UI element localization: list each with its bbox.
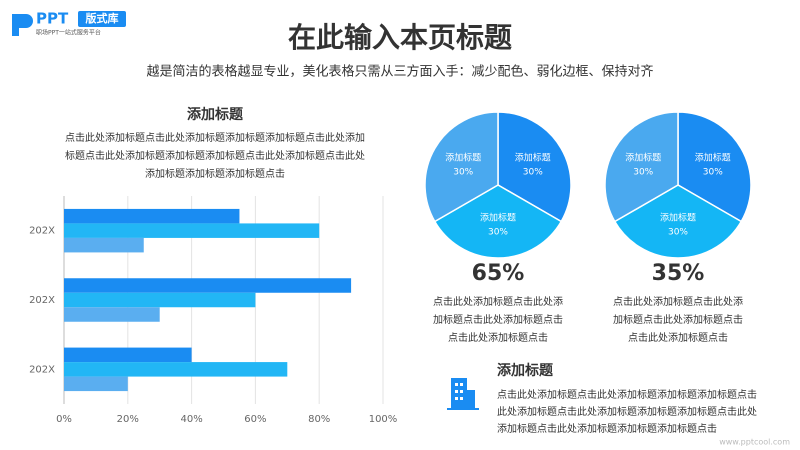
slice-label: 添加标题	[695, 151, 731, 163]
pie-caption: 点击此处添加标题点击此处添	[613, 295, 743, 308]
bar	[64, 278, 352, 293]
pie-slice	[604, 111, 679, 223]
logo-icon	[12, 14, 33, 36]
bar	[64, 362, 288, 377]
x-tick-label: 40%	[180, 414, 202, 425]
chart-title: 添加标题	[187, 106, 244, 123]
bar	[64, 208, 240, 224]
chart-text: 添加标题添加标题添加标题点击	[145, 167, 285, 180]
pie-slice	[677, 111, 752, 223]
logo-tag: 版式库	[86, 11, 119, 25]
slice-value: 30%	[488, 228, 508, 238]
pie-caption: 点击此处添加标题点击	[448, 331, 548, 344]
x-tick-label: 100%	[369, 414, 398, 425]
bar	[64, 292, 256, 308]
pie-caption: 点击此处添加标题点击此处添	[433, 295, 563, 308]
logo: PPT 版式库 职场PPT一站式服务平台	[12, 10, 126, 37]
subtitle: 越是简洁的表格越显专业，美化表格只需从三方面入手：减少配色、弱化边框、保持对齐	[146, 64, 653, 80]
bar	[64, 307, 160, 322]
bar	[64, 376, 128, 392]
watermark: www.pptcool.com	[719, 438, 790, 447]
pie-total: 65%	[472, 261, 525, 286]
pie-slice	[497, 111, 572, 223]
pie-slice	[424, 111, 499, 223]
note-line: 点击此处添加标题点击此处添加标题添加标题添加标题点击	[497, 388, 757, 401]
note-title: 添加标题	[497, 362, 554, 379]
note-line: 添加标题点击此处添加标题添加标题添加标题点击	[497, 422, 717, 435]
slice-value: 30%	[523, 167, 543, 177]
title: 在此输入本页标题	[288, 21, 512, 54]
note-icon	[447, 378, 479, 410]
x-tick-label: 20%	[117, 414, 139, 425]
slice-label: 添加标题	[480, 212, 516, 224]
slice-label: 添加标题	[625, 151, 661, 163]
logo-badge	[78, 11, 126, 27]
logo-sub: 职场PPT一站式服务平台	[36, 29, 101, 37]
slice-value: 30%	[668, 228, 688, 238]
pie-total: 35%	[652, 261, 705, 286]
slice-label: 添加标题	[515, 151, 551, 163]
pie-caption: 加标题点击此处添加标题点击	[433, 313, 563, 326]
pie-caption: 加标题点击此处添加标题点击	[613, 313, 743, 326]
x-tick-label: 60%	[244, 414, 266, 425]
slice-value: 30%	[703, 167, 723, 177]
x-tick-label: 80%	[308, 414, 330, 425]
y-tick-label: 202X	[29, 295, 55, 306]
logo-text: PPT	[36, 10, 69, 28]
note-line: 此处添加标题点击此处添加标题添加标题添加标题点击此处	[497, 405, 757, 418]
pie-caption: 点击此处添加标题点击	[628, 331, 728, 344]
bar	[64, 237, 144, 253]
slice-label: 添加标题	[660, 212, 696, 224]
slice-value: 30%	[633, 167, 653, 177]
chart-text: 标题点击此处添加标题添加标题添加标题点击此处添加标题点击此处	[65, 149, 365, 162]
y-tick-label: 202X	[29, 364, 55, 375]
bar	[64, 223, 320, 238]
x-tick-label: 0%	[56, 414, 72, 425]
slice-label: 添加标题	[445, 151, 481, 163]
slice-value: 30%	[453, 167, 473, 177]
bar	[64, 347, 192, 363]
y-tick-label: 202X	[29, 226, 55, 237]
chart-text: 点击此处添加标题点击此处添加标题添加标题添加标题点击此处添加	[65, 131, 365, 144]
